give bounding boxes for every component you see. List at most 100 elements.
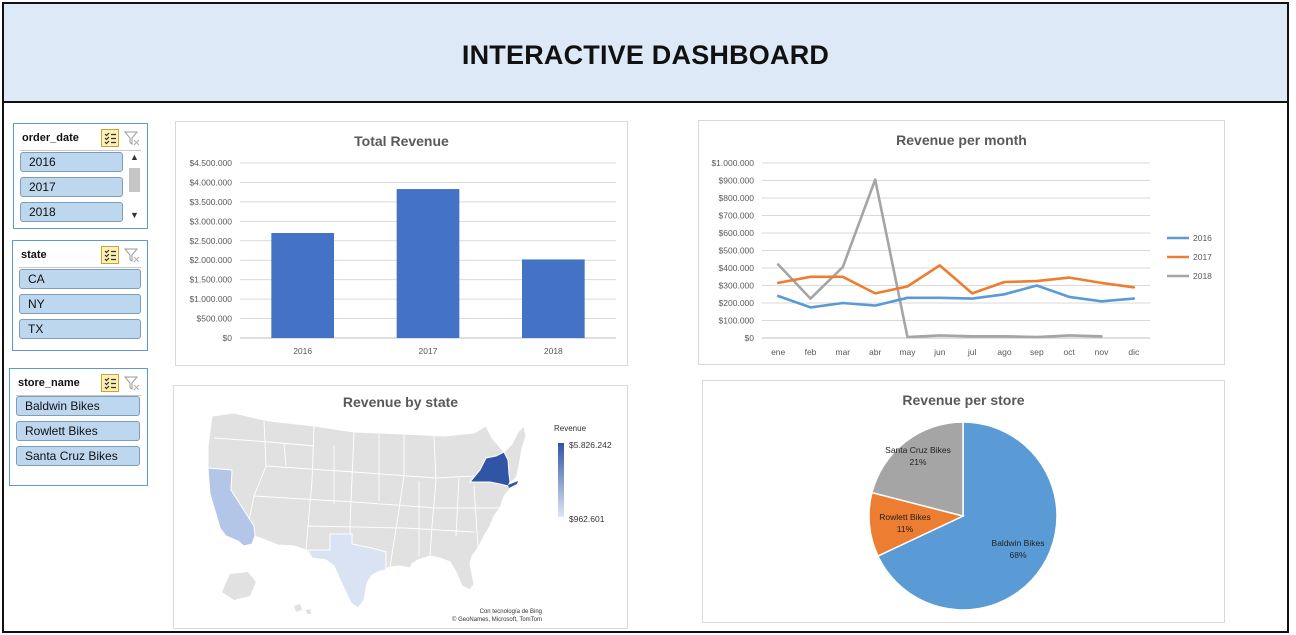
slicer-state: state CA NY TX: [12, 240, 148, 351]
total-revenue-chart[interactable]: Total Revenue $0 $500.000 $1.000.000 $1.500…: [175, 121, 628, 366]
slicer-item-rowlett-bikes[interactable]: Rowlett Bikes: [16, 421, 140, 441]
dashboard-title: INTERACTIVE DASHBOARD: [461, 40, 830, 70]
us-mainland-shape: [207, 412, 527, 609]
x-tick-label: ago: [997, 347, 1011, 357]
slicer-header: store_name: [16, 373, 141, 396]
x-tick-label: 2016: [293, 346, 312, 356]
x-tick-label: jul: [967, 347, 977, 357]
state-borders: [213, 420, 500, 568]
revenue-per-store-chart[interactable]: Revenue per store Baldwin Bikes 68% Rowlet…: [702, 380, 1225, 623]
slice-label: Rowlett Bikes: [879, 512, 931, 522]
y-tick-label: $500.000: [719, 246, 755, 256]
chart-title: Revenue per month: [896, 132, 1027, 148]
map-attribution-line1: Con tecnología de Bing: [480, 609, 542, 615]
x-tick-label: abr: [869, 347, 881, 357]
revenue-per-month-chart[interactable]: Revenue per month $0 $100.000 $200.000 $300…: [698, 120, 1225, 365]
slicer-title: state: [21, 249, 47, 261]
slicer-item-santa-cruz-bikes[interactable]: Santa Cruz Bikes: [16, 446, 140, 466]
x-tick-label: dic: [1128, 347, 1140, 357]
x-tick-label: sep: [1030, 347, 1044, 357]
slicer-item-tx[interactable]: TX: [19, 319, 141, 339]
slicer-title: store_name: [18, 377, 80, 389]
slicer-item-2017[interactable]: 2017: [20, 177, 123, 197]
y-tick-label: $2.000.000: [189, 255, 232, 265]
y-tick-label: $0: [223, 333, 233, 343]
pie-slice-santa-cruz-bikes: [871, 421, 964, 517]
bar-2018: [522, 259, 585, 338]
series-line-2018: [776, 178, 1103, 339]
legend-label: 2018: [1193, 271, 1212, 281]
hawaii-shape: [294, 604, 311, 614]
clear-filter-icon[interactable]: [123, 129, 141, 147]
x-tick-label: 2017: [419, 346, 438, 356]
slice-percent: 11%: [897, 524, 914, 534]
slicer-header: order_date: [20, 128, 141, 151]
slicer-item-2016[interactable]: 2016: [20, 152, 123, 172]
series-line-2016: [776, 284, 1136, 309]
slicer-store-name: store_name Baldwin Bikes Rowlett Bikes S…: [9, 368, 148, 486]
slice-percent: 21%: [909, 457, 926, 467]
legend-label: 2016: [1193, 233, 1212, 243]
bar-chart-plot: $0 $500.000 $1.000.000 $1.500.000 $2.000.000…: [189, 158, 616, 356]
slice-percent: 68%: [1009, 550, 1026, 560]
pie-chart-plot: Baldwin Bikes 68% Rowlett Bikes 11% Santa Cr…: [868, 421, 1058, 611]
map-legend-gradient: [558, 443, 564, 517]
y-tick-label: $4.000.000: [189, 177, 232, 187]
bar-2016: [271, 233, 334, 338]
y-tick-label: $500.000: [197, 314, 233, 324]
slicer-item-ny[interactable]: NY: [19, 294, 141, 314]
x-tick-label: mar: [836, 347, 851, 357]
clear-filter-icon[interactable]: [123, 246, 141, 264]
revenue-by-state-chart[interactable]: Revenue by state: [173, 385, 628, 629]
slicer-item-baldwin-bikes[interactable]: Baldwin Bikes: [16, 396, 140, 416]
y-tick-label: $200.000: [719, 298, 755, 308]
multi-select-icon[interactable]: [101, 129, 119, 147]
slicer-item-ca[interactable]: CA: [19, 269, 141, 289]
x-tick-label: feb: [805, 347, 817, 357]
x-tick-label: ene: [771, 347, 785, 357]
legend-label: 2017: [1193, 252, 1212, 262]
chart-title: Revenue per store: [902, 392, 1025, 408]
y-tick-label: $0: [745, 333, 755, 343]
x-tick-label: nov: [1095, 347, 1109, 357]
map-legend-title: Revenue: [554, 424, 587, 433]
slicer-header: state: [19, 245, 141, 268]
y-tick-label: $1.000.000: [189, 294, 232, 304]
y-tick-label: $3.000.000: [189, 216, 232, 226]
multi-select-icon[interactable]: [101, 374, 119, 392]
series-line-2017: [776, 264, 1136, 295]
chart-title: Total Revenue: [354, 133, 449, 149]
us-map: Revenue $5.826.242 $962.601 Con tecnolog…: [207, 412, 612, 623]
state-ca-region: [207, 467, 256, 547]
multi-select-icon[interactable]: [101, 246, 119, 264]
scroll-thumb[interactable]: [129, 168, 140, 192]
slicer-item-2018[interactable]: 2018: [20, 202, 123, 222]
state-ny-region: [468, 451, 511, 487]
y-tick-label: $700.000: [719, 211, 755, 221]
x-tick-label: may: [899, 347, 916, 357]
slice-label: Santa Cruz Bikes: [885, 445, 951, 455]
y-tick-label: $1.500.000: [189, 275, 232, 285]
long-island-region: [508, 481, 518, 488]
y-tick-label: $4.500.000: [189, 158, 232, 168]
dashboard-header: INTERACTIVE DASHBOARD: [4, 4, 1287, 103]
y-tick-label: $100.000: [719, 316, 755, 326]
slicer-scrollbar[interactable]: ▲ ▼: [128, 152, 141, 220]
pie-slice-rowlett-bikes: [868, 491, 966, 558]
state-tx-region: [307, 533, 387, 609]
scroll-down-icon[interactable]: ▼: [130, 210, 139, 220]
y-tick-label: $1.000.000: [711, 158, 754, 168]
line-chart-plot: $0 $100.000 $200.000 $300.000 $400.000 $500.0…: [711, 158, 1212, 357]
bar-2017: [396, 189, 460, 338]
alaska-shape: [222, 572, 256, 600]
scroll-up-icon[interactable]: ▲: [130, 152, 139, 162]
slicer-title: order_date: [22, 132, 79, 144]
map-legend-max: $5.826.242: [569, 440, 612, 450]
y-tick-label: $2.500.000: [189, 236, 232, 246]
y-tick-label: $300.000: [719, 281, 755, 291]
clear-filter-icon[interactable]: [123, 374, 141, 392]
y-tick-label: $3.500.000: [189, 197, 232, 207]
y-tick-label: $600.000: [719, 228, 755, 238]
map-attribution-line2: © GeoNames, Microsoft, TomTom: [452, 616, 542, 623]
